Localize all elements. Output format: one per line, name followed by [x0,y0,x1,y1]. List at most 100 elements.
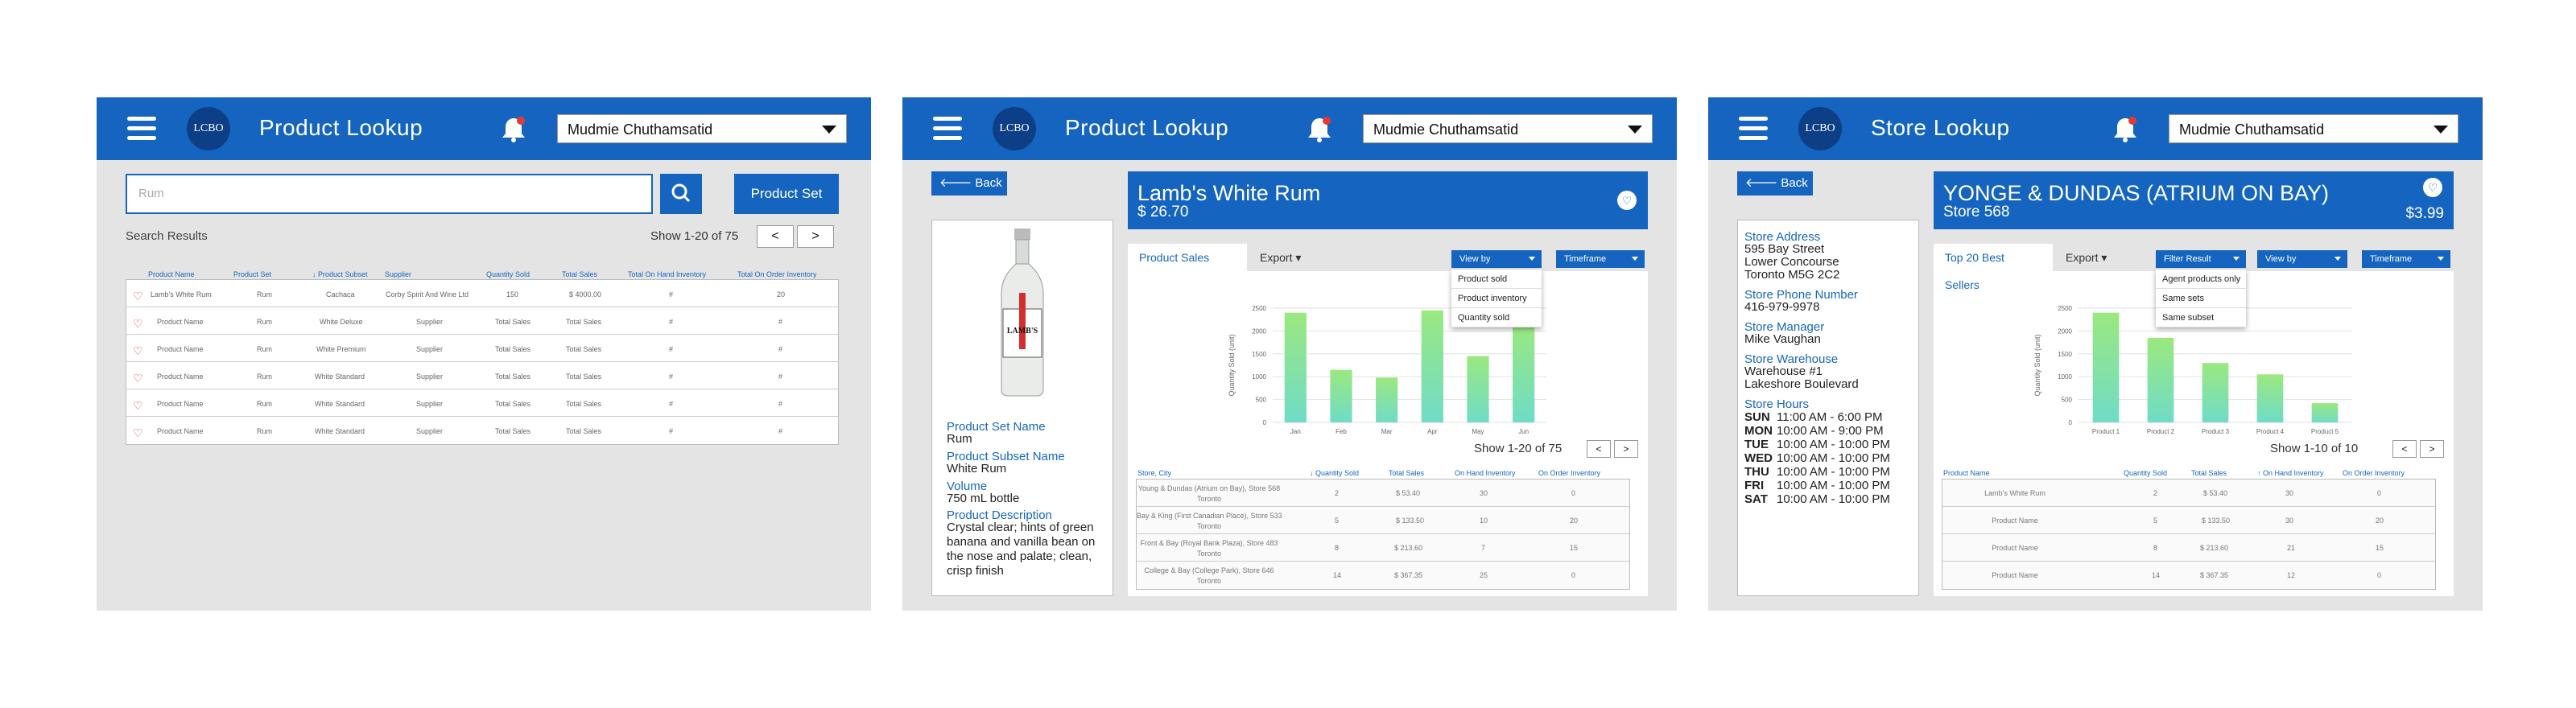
column-header[interactable]: Total On Order Inventory [737,270,817,278]
notification-bell-icon[interactable] [497,113,530,146]
page-title: Product Lookup [259,115,423,140]
heart-icon[interactable]: ♡ [133,290,143,303]
y-tick-label: 1000 [1252,373,1266,381]
table-row[interactable]: Young & Dundas (Atrium on Bay), Store 56… [1137,480,1629,507]
table-row[interactable]: Product Name 5 $ 133.50 30 20 [1942,507,2435,534]
column-header-sorted[interactable]: ↑ On Hand Inventory [2257,469,2324,477]
column-header[interactable]: Store, City [1137,469,1172,477]
heart-icon[interactable]: ♡ [133,399,143,412]
menu-icon[interactable] [1739,117,1768,141]
filter-result-menu: Agent products only Same sets Same subse… [2156,270,2246,327]
menu-item[interactable]: Same sets [2156,289,2246,308]
cell-city: Toronto [1196,550,1222,558]
column-header[interactable]: On Order Inventory [2343,469,2405,477]
table-row[interactable]: College & Bay (College Park), Store 646 T… [1137,562,1629,589]
user-select[interactable]: Mudmie Chuthamsatid [1363,114,1653,143]
search-input[interactable]: Rum [126,174,653,214]
column-header[interactable]: Total On Hand Inventory [628,270,707,278]
table-row[interactable]: ♡ Lamb's White Rum Rum Cachaca Corby Spirit … [126,280,838,307]
table-row[interactable]: ♡ Product Name Rum White Deluxe Supplier Tota… [126,307,838,335]
bottle-label: LAMB'S [1007,327,1038,335]
view-by-dropdown[interactable]: View by [1451,250,1542,268]
timeframe-dropdown[interactable]: Timeframe [1556,250,1645,268]
chart-bar [1421,310,1443,422]
tab-export[interactable]: Export ▾ [2066,251,2107,264]
table-row[interactable]: ♡ Product Name Rum White Premium Supplier Tot… [126,335,838,362]
column-header[interactable]: Supplier [385,270,412,278]
column-header[interactable]: Product Set [233,270,272,278]
column-header[interactable]: Total Sales [1389,469,1425,477]
menu-item[interactable]: Product inventory [1451,289,1542,308]
column-header[interactable]: On Hand Inventory [1455,469,1516,477]
user-select[interactable]: Mudmie Chuthamsatid [2169,114,2458,143]
results-table: ♡ Lamb's White Rum Rum Cachaca Corby Spirit … [126,279,839,445]
notification-bell-icon[interactable] [1303,113,1335,146]
table-row[interactable]: ♡ Product Name Rum White Standard Supplier To… [126,417,838,444]
detail-value: Crystal clear; hints of green banana and… [947,521,1096,578]
cell-qty: 5 [2153,517,2158,525]
cell-set: Rum [257,400,273,408]
pager-text: Show 1-20 of 75 [650,229,739,243]
view-by-dropdown[interactable]: View by [2257,250,2347,268]
back-button[interactable]: 🡐 Back [1737,171,1813,196]
column-header[interactable]: Product Name [148,270,195,278]
prev-page-button[interactable]: < [1587,440,1611,458]
store-address-label: Store Address [1744,230,1821,244]
product-price: $ 26.70 [1137,204,1189,220]
column-header[interactable]: On Order Inventory [1538,469,1601,477]
table-row[interactable]: Bay & King (First Canadian Place), Store… [1137,507,1629,534]
heart-icon[interactable]: ♡ [133,426,143,439]
cell-sales: $ 367.35 [1394,571,1423,579]
column-header[interactable]: Quantity Sold [486,270,530,278]
column-header[interactable]: Total Sales [2191,469,2227,477]
table-row[interactable]: Front & Bay (Royal Bank Plaza), Store 48… [1137,534,1629,562]
heart-icon[interactable]: ♡ [133,317,143,330]
menu-item[interactable]: Agent products only [2156,270,2246,289]
product-set-button[interactable]: Product Set [734,174,839,214]
store-address-line: Lower Concourse [1744,255,1839,269]
table-row[interactable]: Product Name 8 $ 213.60 21 15 [1942,534,2435,562]
heart-icon[interactable]: ♡ [1617,191,1637,210]
timeframe-label: Timeframe [1564,254,1607,264]
table-row[interactable]: ♡ Product Name Rum White Standard Supplier To… [126,362,838,389]
chart-bar [2092,312,2120,422]
column-header[interactable]: Quantity Sold [2124,469,2168,477]
column-header[interactable]: Total Sales [562,270,598,278]
menu-icon[interactable] [933,117,962,141]
timeframe-dropdown[interactable]: Timeframe [2362,250,2450,268]
tab-top-sellers[interactable]: Top 20 Best Sellers [1934,244,2053,291]
tab-export[interactable]: Export ▾ [1260,251,1302,264]
store-manager-label: Store Manager [1744,320,1825,334]
cell-sales: $ 213.60 [2200,544,2229,552]
tab-product-sales[interactable]: Product Sales [1128,244,1247,271]
next-page-button[interactable]: > [2420,440,2444,458]
chart-bar [1376,377,1398,422]
heart-icon[interactable]: ♡ [133,344,143,357]
column-header-sorted[interactable]: ↓ Quantity Sold [1310,469,1360,477]
column-header-sorted[interactable]: ↓ Product Subset [312,270,368,278]
menu-item[interactable]: Same subset [2156,308,2246,327]
table-row[interactable]: Product Name 14 $ 367.35 12 0 [1942,562,2435,589]
next-page-button[interactable]: > [1614,440,1638,458]
menu-icon[interactable] [127,117,156,141]
back-button[interactable]: 🡐 Back [931,171,1007,196]
cell-sales: $ 53.40 [2203,489,2228,497]
table-row[interactable]: ♡ Product Name Rum White Standard Supplier To… [126,389,838,417]
menu-item[interactable]: Product sold [1451,270,1542,289]
search-button[interactable] [660,174,702,214]
menu-item[interactable]: Quantity sold [1451,308,1542,327]
column-header[interactable]: Product Name [1943,469,1990,477]
table-row[interactable]: Lamb's White Rum 2 $ 53.40 30 0 [1942,480,2435,507]
heart-icon[interactable]: ♡ [2423,178,2442,197]
user-select[interactable]: Mudmie Chuthamsatid [557,114,847,143]
notification-bell-icon[interactable] [2109,113,2141,146]
heart-icon[interactable]: ♡ [133,372,143,385]
next-page-button[interactable]: > [797,225,834,248]
lcbo-logo: LCBO [187,107,230,150]
prev-page-button[interactable]: < [2392,440,2417,458]
store-address-line: 595 Bay Street [1744,242,1825,256]
filter-result-dropdown[interactable]: Filter Result [2156,250,2246,268]
prev-page-button[interactable]: < [757,225,794,248]
cell-set: Rum [257,427,273,435]
cell-onorder: # [778,427,783,435]
